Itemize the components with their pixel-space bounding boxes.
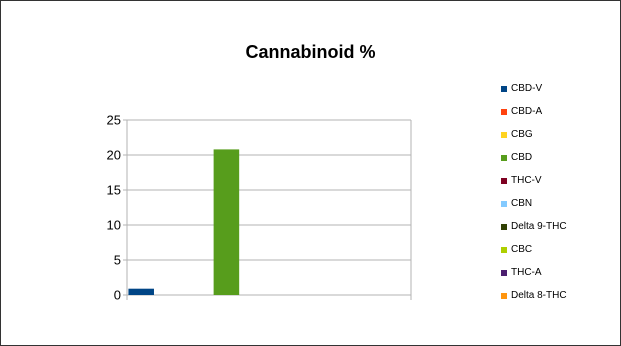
legend-swatch: [501, 293, 507, 299]
legend-swatch: [501, 224, 507, 230]
chart-title: Cannabinoid %: [245, 42, 376, 62]
legend-label: CBG: [511, 129, 533, 140]
bar-cbd-v: [128, 288, 154, 295]
legend-swatch: [501, 270, 507, 276]
legend-swatch: [501, 86, 507, 92]
y-tick-label: 15: [107, 183, 121, 198]
legend-label: CBN: [511, 198, 533, 209]
legend-label: THC-A: [511, 267, 542, 278]
y-tick-label: 5: [114, 253, 121, 268]
legend-swatch: [501, 178, 507, 184]
y-tick-label: 25: [107, 113, 121, 128]
legend-swatch: [501, 132, 507, 138]
bar-cbd: [213, 149, 240, 295]
legend-label: CBC: [511, 244, 533, 255]
legend-swatch: [501, 155, 507, 161]
legend-label: THC-V: [511, 175, 542, 186]
legend-label: CBD-V: [511, 83, 543, 94]
legend-swatch: [501, 109, 507, 115]
legend-swatch: [501, 201, 507, 207]
legend-swatch: [501, 247, 507, 253]
y-tick-label: 10: [107, 218, 121, 233]
y-tick-label: 20: [107, 148, 121, 163]
y-tick-label: 0: [114, 288, 121, 303]
legend-label: CBD: [511, 152, 533, 163]
legend-label: Delta 8-THC: [511, 290, 567, 301]
legend-label: CBD-A: [511, 106, 543, 117]
legend-label: Delta 9-THC: [511, 221, 567, 232]
